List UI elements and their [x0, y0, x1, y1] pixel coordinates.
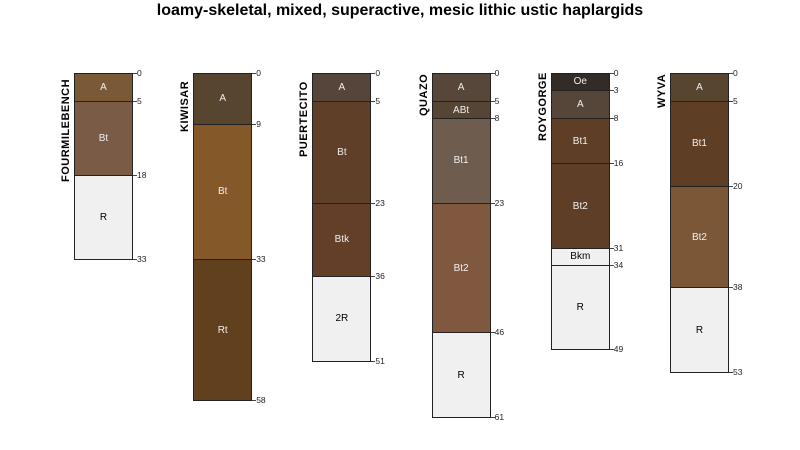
depth-tick — [133, 174, 137, 176]
depth-tick — [490, 202, 495, 204]
horizon-rt: Rt — [193, 259, 253, 402]
depth-label: 61 — [494, 412, 505, 423]
depth-tick — [609, 349, 614, 351]
depth-tick — [133, 259, 137, 261]
depth-tick — [252, 400, 257, 402]
depth-tick — [371, 360, 376, 362]
depth-label: 0 — [494, 68, 500, 78]
horizon-bkm: Bkm — [550, 247, 610, 266]
depth-label: 0 — [733, 68, 738, 78]
horizon-abt: ABt — [431, 101, 491, 120]
depth-label: 5 — [494, 96, 500, 107]
profile-name-fourmilebench: FOURMILEBENCH — [60, 78, 72, 182]
depth-tick — [609, 89, 614, 91]
depth-label: 0 — [375, 68, 381, 78]
depth-tick — [252, 123, 257, 125]
depth-label: 33 — [256, 254, 266, 265]
depth-tick — [490, 101, 495, 103]
depth-tick — [252, 73, 257, 74]
depth-tick — [490, 73, 495, 74]
horizon-btk: Btk — [312, 202, 372, 278]
horizon-bt: Bt — [312, 101, 372, 204]
depth-tick — [133, 101, 137, 103]
horizon-a: A — [550, 89, 610, 120]
depth-tick — [609, 264, 614, 266]
depth-label: 23 — [375, 197, 385, 208]
depth-tick — [371, 202, 376, 204]
depth-tick — [609, 247, 614, 249]
depth-label: 18 — [137, 169, 147, 180]
depth-tick — [133, 73, 137, 74]
horizon-bt1: Bt1 — [670, 101, 729, 187]
profile-name-quazo: QUAZO — [417, 73, 430, 116]
horizon-bt1: Bt1 — [550, 118, 610, 165]
depth-label: 5 — [375, 96, 381, 107]
depth-label: 3 — [613, 84, 619, 95]
horizon-bt: Bt — [74, 101, 133, 176]
depth-label: 0 — [613, 68, 619, 78]
depth-label: 31 — [613, 242, 624, 253]
depth-tick — [490, 332, 495, 334]
depth-label: 5 — [137, 96, 142, 107]
depth-tick — [609, 73, 614, 74]
depth-label: 33 — [137, 254, 147, 265]
horizon-bt2: Bt2 — [670, 185, 729, 289]
depth-tick — [609, 118, 614, 120]
depth-tick — [371, 276, 376, 278]
horizon-a: A — [312, 73, 372, 103]
depth-label: 0 — [256, 68, 261, 78]
depth-tick — [490, 118, 495, 120]
depth-label: 53 — [733, 366, 743, 377]
depth-label: 5 — [733, 96, 738, 107]
horizon-a: A — [431, 73, 491, 103]
depth-tick — [609, 163, 614, 165]
horizon-r: R — [670, 287, 729, 373]
depth-label: 46 — [494, 327, 505, 338]
horizon-oe: Oe — [550, 73, 610, 91]
depth-label: 8 — [494, 113, 500, 124]
depth-tick — [371, 73, 376, 74]
horizon-a: A — [74, 73, 133, 103]
horizon-a: A — [193, 73, 253, 125]
depth-label: 51 — [375, 355, 385, 366]
depth-tick — [371, 101, 376, 103]
figure-title: loamy-skeletal, mixed, superactive, mesi… — [156, 2, 644, 19]
horizon-2r: 2R — [312, 276, 372, 362]
depth-tick — [729, 185, 733, 187]
horizon-r: R — [550, 264, 610, 351]
profile-name-wyva: WYVA — [656, 73, 668, 108]
depth-label: 58 — [256, 395, 266, 406]
horizon-bt2: Bt2 — [431, 202, 491, 334]
depth-label: 16 — [613, 158, 624, 169]
horizon-bt: Bt — [193, 123, 253, 261]
depth-label: 23 — [494, 197, 505, 208]
profile-name-kiwisar: KIWISAR — [179, 81, 192, 133]
depth-label: 20 — [733, 180, 743, 191]
horizon-a: A — [670, 73, 729, 103]
depth-tick — [729, 101, 733, 103]
depth-label: 34 — [613, 259, 624, 270]
horizon-bt2: Bt2 — [550, 163, 610, 249]
depth-label: 38 — [733, 282, 743, 293]
depth-label: 9 — [256, 118, 261, 129]
profile-name-roygorge: ROYGORGE — [536, 71, 549, 141]
horizon-bt1: Bt1 — [431, 118, 491, 204]
depth-tick — [252, 259, 257, 261]
depth-tick — [729, 73, 733, 74]
depth-tick — [729, 287, 733, 289]
depth-label: 36 — [375, 271, 385, 282]
profile-name-puertecito: PUERTECITO — [298, 81, 311, 157]
horizon-r: R — [431, 332, 491, 419]
depth-label: 8 — [613, 113, 619, 124]
depth-tick — [490, 417, 495, 419]
horizon-r: R — [74, 174, 133, 261]
depth-label: 0 — [137, 68, 142, 78]
depth-tick — [729, 371, 733, 373]
depth-label: 49 — [613, 344, 624, 355]
